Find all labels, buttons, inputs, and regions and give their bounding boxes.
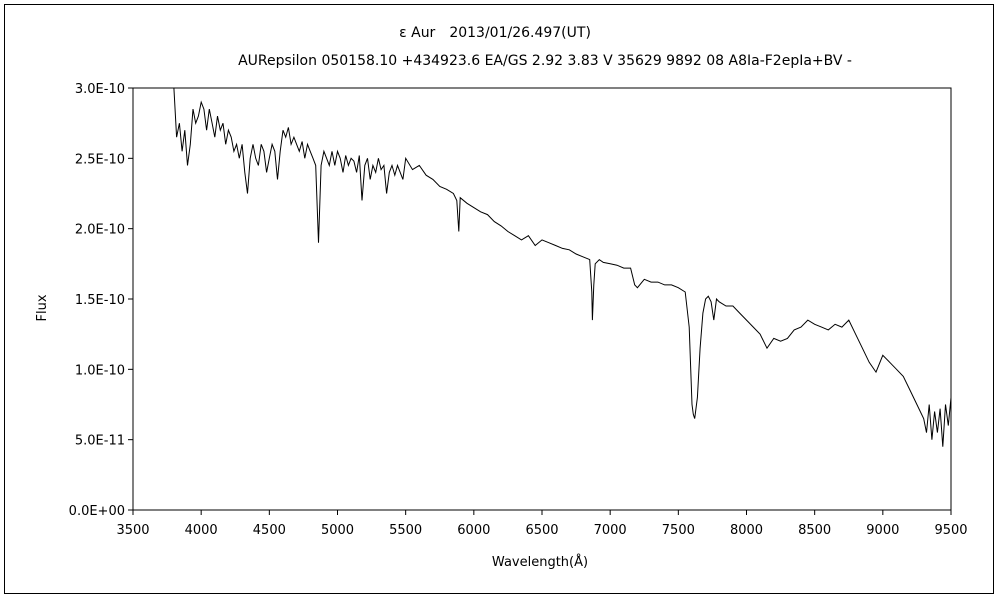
x-tick-label: 3500 xyxy=(116,523,149,538)
y-tick-label: 0.0E+00 xyxy=(69,504,125,519)
chart-frame xyxy=(4,4,994,594)
y-tick-label: 1.5E-10 xyxy=(75,293,125,308)
x-axis: 3500 4000 4500 5000 5500 6000 6500 7000 7500 8000… xyxy=(116,510,968,538)
x-tick-label: 7000 xyxy=(594,523,627,538)
y-tick-label: 2.0E-10 xyxy=(75,223,125,238)
y-tick-label: 2.5E-10 xyxy=(75,152,125,167)
chart-subtitle: AURepsilon 050158.10 +434923.6 EA/GS 2.9… xyxy=(238,53,852,69)
chart-title: ε Aur 2013/01/26.497(UT) xyxy=(399,25,591,41)
x-tick-label: 5000 xyxy=(321,523,354,538)
y-axis: 0.0E+00 5.0E-11 1.0E-10 1.5E-10 2.0E-10 2.5E-… xyxy=(69,82,133,519)
y-axis-label: Flux xyxy=(35,294,50,321)
x-tick-label: 9000 xyxy=(866,523,899,538)
x-tick-label: 9500 xyxy=(934,523,967,538)
x-tick-label: 6500 xyxy=(525,523,558,538)
plot-area xyxy=(132,87,952,511)
y-tick-label: 5.0E-11 xyxy=(75,434,125,449)
x-axis-label: Wavelength(Å) xyxy=(492,554,588,570)
x-tick-label: 5500 xyxy=(389,523,422,538)
y-tick-label: 3.0E-10 xyxy=(75,82,125,97)
x-tick-label: 8000 xyxy=(730,523,763,538)
x-tick-label: 4000 xyxy=(185,523,218,538)
x-tick-label: 4500 xyxy=(253,523,286,538)
x-tick-label: 7500 xyxy=(662,523,695,538)
y-tick-label: 1.0E-10 xyxy=(75,363,125,378)
series-line xyxy=(173,87,952,447)
x-tick-label: 8500 xyxy=(798,523,831,538)
x-tick-label: 6000 xyxy=(457,523,490,538)
